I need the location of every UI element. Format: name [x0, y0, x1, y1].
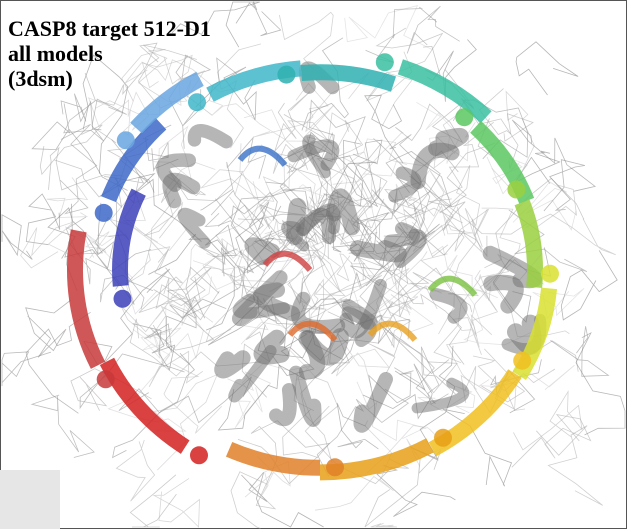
- grey-strand: [262, 338, 281, 356]
- ribbon-head: [434, 429, 452, 447]
- caption-line: CASP8 target 512-D1: [8, 16, 211, 41]
- ribbon-head: [117, 131, 135, 149]
- grey-strand: [436, 136, 461, 149]
- ribbon-head: [455, 108, 473, 126]
- grey-strand: [358, 248, 399, 255]
- ribbon-head: [97, 370, 115, 388]
- image: CASP8 target 512-D1 all models (3dsm): [0, 0, 627, 529]
- ribbon-head: [507, 181, 525, 199]
- caption-line: (3dsm): [8, 66, 211, 91]
- grey-strand: [252, 244, 273, 258]
- ribbon-head: [188, 93, 206, 111]
- ribbon-head: [114, 290, 132, 308]
- ribbon-head: [190, 446, 208, 464]
- corner-shade: [0, 470, 60, 529]
- grey-strand: [222, 358, 243, 371]
- grey-strand: [194, 131, 226, 142]
- ribbon-head: [541, 265, 559, 283]
- caption-line: all models: [8, 41, 211, 66]
- ribbon-head: [513, 352, 531, 370]
- ribbon-head: [95, 204, 113, 222]
- ribbon-head: [326, 458, 344, 476]
- ribbon-head: [277, 66, 295, 84]
- ribbon-head: [376, 53, 394, 71]
- caption: CASP8 target 512-D1 all models (3dsm): [8, 16, 211, 91]
